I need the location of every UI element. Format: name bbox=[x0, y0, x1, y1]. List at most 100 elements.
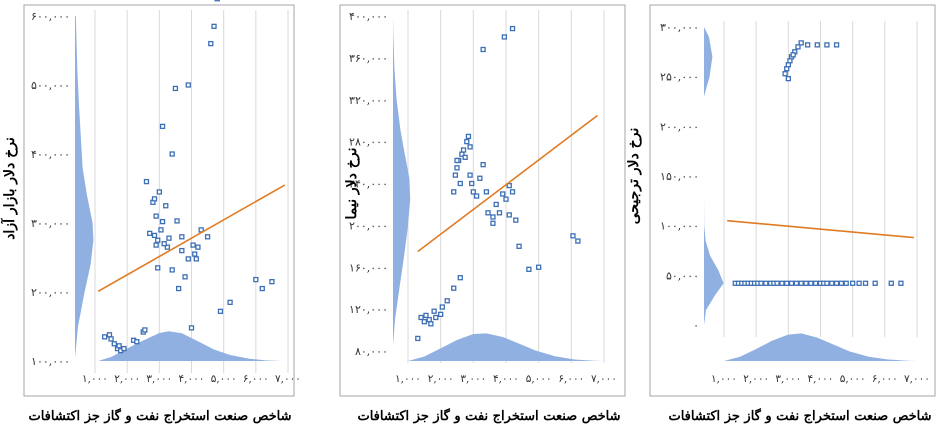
data-point bbox=[804, 42, 811, 48]
x-tick-label: ۲,۰۰۰ bbox=[743, 373, 769, 385]
data-point bbox=[808, 280, 814, 286]
data-point bbox=[785, 76, 791, 82]
data-point bbox=[192, 251, 198, 257]
data-point bbox=[153, 213, 159, 219]
data-point bbox=[480, 162, 486, 168]
data-point bbox=[888, 280, 894, 286]
data-point bbox=[795, 44, 801, 50]
x-tick-label: ۱,۰۰۰ bbox=[711, 373, 737, 385]
data-point bbox=[164, 244, 171, 250]
x-tick-label: ۳,۰۰۰ bbox=[460, 373, 486, 385]
data-point bbox=[147, 230, 153, 237]
chart-nima-dollar: ۸۰,۰۰۰ ۱۲۰,۰۰۰ ۱۶۰,۰۰۰ ۲۰۰,۰۰۰ ۲۴۰,۰۰۰ ۲۸۰,۰۰… bbox=[339, 4, 626, 424]
data-point bbox=[155, 265, 161, 271]
data-point bbox=[159, 123, 166, 130]
data-point bbox=[779, 280, 785, 286]
data-point bbox=[106, 332, 113, 338]
x-tick-label: ۱,۰۰۰ bbox=[82, 373, 108, 385]
data-point bbox=[142, 327, 148, 333]
data-point bbox=[457, 180, 463, 187]
data-point bbox=[460, 147, 467, 153]
data-point bbox=[464, 138, 470, 145]
data-point bbox=[253, 276, 259, 283]
data-point bbox=[813, 280, 819, 286]
data-point bbox=[470, 189, 476, 195]
data-point bbox=[833, 280, 840, 286]
data-point bbox=[433, 314, 439, 321]
data-point bbox=[259, 285, 265, 292]
x-tick-label: ۴,۰۰۰ bbox=[808, 373, 834, 385]
y-tick-label: ۲۸۰,۰۰۰ bbox=[349, 136, 388, 149]
y-tick-label: ۲۰۰,۰۰۰ bbox=[660, 120, 699, 133]
data-point bbox=[774, 280, 780, 286]
y-tick-label: ۱۶۰,۰۰۰ bbox=[349, 261, 388, 274]
data-point bbox=[838, 280, 845, 286]
data-point bbox=[477, 175, 483, 181]
chart-frame bbox=[339, 4, 626, 397]
data-point bbox=[856, 280, 862, 286]
chart-free-market-dollar: ۱۰۰,۰۰۰ ۲۰۰,۰۰۰ ۳۰۰,۰۰۰ ۴۰۰,۰۰۰ ۵۰۰,۰۰۰ ۶۰۰,۰… bbox=[0, 0, 301, 424]
data-point bbox=[159, 218, 166, 225]
data-point bbox=[473, 193, 480, 199]
x-density-area bbox=[724, 333, 917, 361]
x-tick-label: ۷,۰۰۰ bbox=[591, 373, 617, 385]
data-point bbox=[193, 256, 199, 262]
data-point bbox=[195, 244, 201, 250]
data-point bbox=[179, 234, 185, 240]
chart-frame bbox=[649, 4, 936, 397]
x-tick-label: ۴,۰۰۰ bbox=[179, 373, 205, 385]
y-tick-label: ۶۰۰,۰۰۰ bbox=[31, 10, 70, 23]
data-point bbox=[431, 308, 437, 314]
data-point bbox=[493, 201, 499, 208]
data-point bbox=[179, 247, 185, 254]
data-point bbox=[166, 235, 172, 241]
data-point bbox=[536, 264, 542, 270]
data-point bbox=[483, 189, 490, 195]
data-point bbox=[161, 241, 167, 247]
x-axis-label: شاخص صنعت استخراج نفت و گاز جز اکتشافات bbox=[668, 407, 931, 424]
data-point bbox=[570, 233, 576, 239]
y-tick-label: ۱۰۰,۰۰۰ bbox=[31, 355, 70, 368]
data-point bbox=[490, 220, 496, 226]
data-point bbox=[175, 285, 182, 292]
x-tick-label: ۶,۰۰۰ bbox=[872, 373, 898, 385]
data-point bbox=[158, 227, 164, 233]
y-axis-label: نرخ دلار نیما bbox=[344, 148, 360, 220]
data-point bbox=[509, 189, 516, 195]
y-tick-label: ۳۰۰,۰۰۰ bbox=[660, 21, 699, 34]
data-point bbox=[415, 335, 421, 342]
x-tick-label: ۴,۰۰۰ bbox=[493, 373, 519, 385]
data-point bbox=[824, 42, 830, 48]
data-point bbox=[121, 345, 127, 352]
data-point bbox=[169, 267, 175, 273]
data-point bbox=[763, 280, 769, 286]
trendline bbox=[417, 114, 598, 253]
data-point bbox=[496, 210, 503, 216]
data-point bbox=[423, 312, 429, 319]
data-point bbox=[784, 280, 790, 286]
data-point bbox=[850, 280, 856, 286]
y-tick-label: ۵۰,۰۰۰ bbox=[666, 269, 699, 282]
data-point bbox=[506, 182, 512, 189]
trendline bbox=[97, 184, 286, 293]
x-tick-label: ۵,۰۰۰ bbox=[840, 373, 866, 385]
x-tick-label: ۷,۰۰۰ bbox=[904, 373, 930, 385]
data-point bbox=[788, 280, 795, 286]
data-point bbox=[169, 151, 175, 157]
data-point bbox=[211, 23, 217, 30]
data-point bbox=[843, 280, 849, 286]
data-point bbox=[454, 157, 460, 164]
data-point bbox=[444, 298, 450, 304]
y-tick-label: ۱۵۰,۰۰۰ bbox=[660, 170, 699, 183]
data-point bbox=[758, 280, 764, 286]
data-point bbox=[872, 280, 878, 286]
y-tick-label: ۳۶۰,۰۰۰ bbox=[349, 52, 388, 65]
y-tick-label: ۳۲۰,۰۰۰ bbox=[349, 94, 388, 107]
data-point bbox=[185, 82, 191, 88]
y-tick-label: ۲۰۰,۰۰۰ bbox=[349, 219, 388, 232]
x-tick-label: ۵,۰۰۰ bbox=[526, 373, 552, 385]
data-point bbox=[503, 196, 509, 202]
x-density-area bbox=[408, 333, 604, 361]
data-point bbox=[798, 280, 804, 286]
